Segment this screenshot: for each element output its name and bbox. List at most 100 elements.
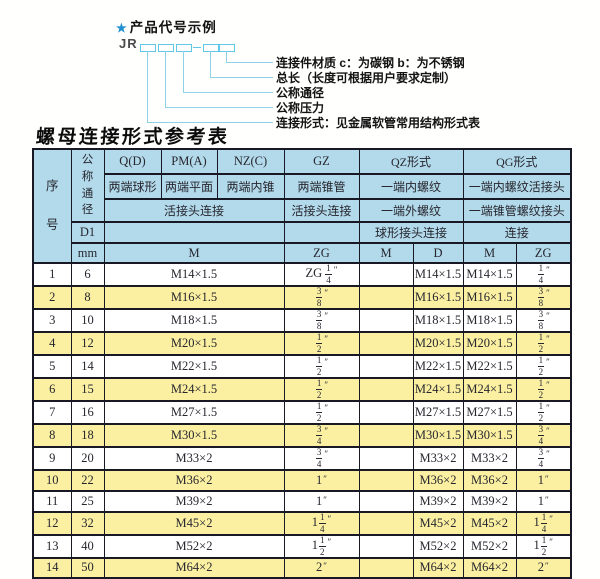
cell-gz-zg: 1 2 ″ [283,331,360,356]
cell-qz-m [358,510,414,536]
cell-seq: 13 [32,533,72,559]
cell-qg-zg: 1 2 ″ [515,377,572,402]
cell-gz-zg: 2″ [283,556,360,579]
cell-qz-m [358,285,414,310]
cell-seq: 5 [32,354,72,379]
cell-seq: 1 [32,262,72,287]
cell-qg-m: M52×2 [462,533,517,559]
cell-qg-m: M36×2 [462,469,517,492]
header-qg-sub1: 一端内螺纹活接头 [462,173,572,200]
table-row: 7 16 M27×1.5 1 2 ″ M27×1.5 M27×1.5 1 2 ″ [32,400,572,425]
cell-qg-m: M22×1.5 [462,354,517,379]
cell-seq: 7 [32,400,72,425]
cell-seq: 4 [32,331,72,356]
cell-dn: 14 [70,354,105,379]
cell-qz-m [358,489,414,513]
cell-qg-zg: 3 8 ″ [515,285,572,310]
cell-gz-zg: 3 8 ″ [283,308,360,333]
cell-qg-m: M27×1.5 [462,400,517,425]
cell-gz-zg: 1 1 2 ″ [283,533,360,559]
cell-qz-d: M36×2 [412,469,464,492]
header-qg: QG形式 [462,148,572,175]
table-row: 9 20 M33×2 3 4 ″ M33×2 M33×2 3 4 ″ [32,446,572,471]
cell-qg-m: M14×1.5 [462,262,517,287]
cell-m: M24×1.5 [103,377,285,402]
cell-qz-d: M39×2 [412,489,464,513]
table-row: 3 10 M18×1.5 3 8 ″ M18×1.5 M18×1.5 3 8 ″ [32,308,572,333]
table-row: 4 12 M20×1.5 1 2 ″ M20×1.5 M20×1.5 1 2 ″ [32,331,572,356]
cell-m: M52×2 [103,533,285,559]
cell-dn: 6 [70,262,105,287]
cell-gz-zg: 3 4 ″ [283,446,360,471]
code-box-3 [176,44,192,52]
cell-qg-zg: 1 1 2 ″ [515,533,572,559]
table-row: 13 40 M52×2 1 1 2 ″ M52×2 M52×2 1 1 2 ″ [32,533,572,559]
table-row: 6 15 M24×1.5 1 2 ″ M24×1.5 M24×1.5 1 2 ″ [32,377,572,402]
cell-seq: 3 [32,308,72,333]
cell-m: M33×2 [103,446,285,471]
cell-seq: 12 [32,510,72,536]
cell-qz-m [358,377,414,402]
cell-qg-m: M16×1.5 [462,285,517,310]
cell-dn: 10 [70,308,105,333]
cell-m: M16×1.5 [103,285,285,310]
cell-seq: 10 [32,469,72,492]
cell-qg-m: M33×2 [462,446,517,471]
diagram-label-length: 总长（长度可根据用户要求定制） [276,71,457,85]
header-qz-sub2: 一端外螺纹 [358,198,464,223]
table-row: 5 14 M22×1.5 1 2 ″ M22×1.5 M22×1.5 1 2 ″ [32,354,572,379]
cell-dn: 22 [70,469,105,492]
table-row: 10 22 M36×2 1″ M36×2 M36×2 1″ [32,469,572,492]
connector-line [147,122,273,123]
cell-gz-zg: ZG 1 4 ″ [283,262,360,287]
cell-gz-zg: 3 8 ″ [283,285,360,310]
header-dn: 公称通径 [70,148,105,223]
cell-qg-zg: 1 4 ″ [515,262,572,287]
diagram-label-diameter: 公称通径 [276,86,325,100]
cell-qg-m: M18×1.5 [462,308,517,333]
cell-qg-zg: 1″ [515,469,572,492]
header-nz: NZ(C) [216,148,285,175]
header-qz-connection: 球形接头连接 [358,221,464,244]
header-m: M [103,242,285,264]
cell-seq: 2 [32,285,72,310]
cell-qz-m [358,354,414,379]
cell-seq: 14 [32,556,72,579]
diagram-label-connection: 连接形式：见金属软管常用结构形式表 [276,116,481,130]
header-pm: PM(A) [160,148,218,175]
cell-qz-d: M33×2 [412,446,464,471]
cell-gz-zg: 3 4 ″ [283,423,360,448]
header-gz-sub: 两端锥管 [283,173,360,200]
cell-qz-m [358,446,414,471]
cell-qg-m: M24×1.5 [462,377,517,402]
cell-dn: 20 [70,446,105,471]
cell-gz-zg: 1″ [283,469,360,492]
header-dn-label: 公称通径 [81,154,94,217]
header-gz: GZ [283,148,360,175]
header-qg-zg: ZG [515,242,572,264]
cell-qg-m: M20×1.5 [462,331,517,356]
cell-dn: 8 [70,285,105,310]
code-prefix: JR [119,36,138,51]
cell-qz-m [358,262,414,287]
header-q-sub: 两端球形 [103,173,162,200]
cell-seq: 8 [32,423,72,448]
cell-qg-m: M30×1.5 [462,423,517,448]
connector-line [183,51,184,92]
header-zg: ZG [283,242,360,264]
table-row: 12 32 M45×2 1 1 4 ″ M45×2 M45×2 1 1 4 ″ [32,510,572,536]
cell-dn: 18 [70,423,105,448]
cell-qz-d: M52×2 [412,533,464,559]
connector-line [147,51,148,122]
header-empty-cell [283,221,360,244]
cell-qz-m [358,400,414,425]
cell-m: M36×2 [103,469,285,492]
cell-m: M27×1.5 [103,400,285,425]
cell-qg-zg: 1″ [515,489,572,513]
cell-qg-zg: 3 4 ″ [515,446,572,471]
cell-qz-d: M22×1.5 [412,354,464,379]
header-qg-connection: 连接 [462,221,572,244]
cell-qg-zg: 1 1 4 ″ [515,510,572,536]
connector-line [210,51,211,77]
cell-qg-zg: 1 2 ″ [515,400,572,425]
